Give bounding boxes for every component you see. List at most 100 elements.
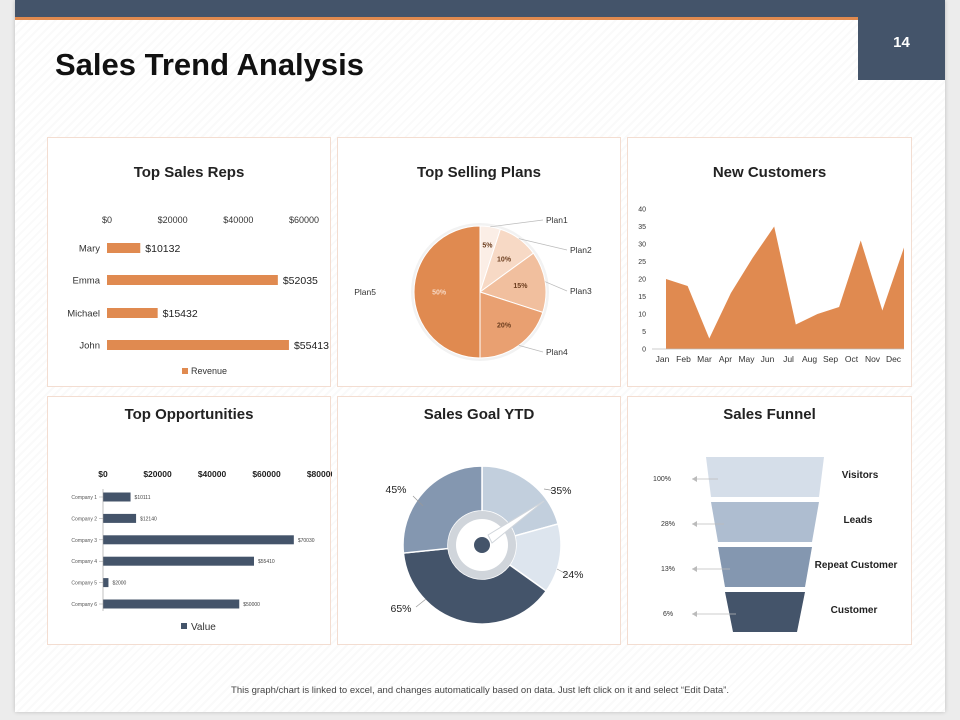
leader-line — [490, 219, 544, 228]
stage-label: Visitors — [842, 470, 879, 481]
slide: 14 Sales Trend Analysis Top Sales Reps $… — [15, 0, 945, 712]
y-tick-label: 30 — [638, 242, 646, 249]
bar — [103, 599, 240, 609]
funnel-stage — [725, 592, 805, 632]
y-tick-label: 40 — [638, 207, 646, 214]
legend-label: Value — [191, 622, 216, 633]
top-selling-plans-chart: 5% Plan1 10% Plan2 15% Plan3 20% Plan4 50% Plan5 — [354, 215, 592, 361]
new-customers-chart: 0 5 10 15 20 25 30 35 40 Jan Feb Mar Apr May Jun Jul Aug… — [638, 207, 904, 364]
gauge-needle — [487, 500, 545, 544]
x-tick-label: Oct — [845, 354, 859, 364]
category-label: Emma — [73, 276, 101, 287]
data-label: 100% — [653, 476, 671, 483]
category-label: Company 5 — [71, 581, 97, 587]
chart-title: Top Selling Plans — [417, 164, 541, 181]
card-top-sales-reps: Top Sales Reps $0 $20000 $40000 $60000 Mary $… — [47, 137, 331, 387]
stage-label: Customer — [831, 605, 878, 616]
sales-goal-ytd-chart: 35% 24% 65% 45% — [385, 465, 584, 625]
category-label: John — [79, 341, 100, 352]
y-tick-label: 35 — [638, 224, 646, 231]
data-label: $70030 — [298, 538, 315, 544]
footnote: This graph/chart is linked to excel, and… — [231, 685, 729, 696]
pie-slice — [478, 252, 547, 314]
bar — [103, 492, 131, 502]
y-tick-label: 5 — [642, 329, 646, 336]
chart-title: Sales Funnel — [723, 406, 816, 423]
stage-label: Repeat Customer — [815, 560, 898, 571]
leader-arrow — [692, 611, 697, 617]
funnel-stage — [711, 502, 819, 542]
page-title: Sales Trend Analysis — [55, 47, 365, 82]
card-sales-funnel: Sales Funnel Visitors 100% Leads 28% Repeat … — [627, 396, 912, 645]
x-tick-label: $20000 — [143, 469, 172, 479]
data-label: $52035 — [283, 275, 318, 287]
pie-label: Plan4 — [546, 347, 568, 357]
chart-title: Top Opportunities — [124, 406, 254, 423]
card-top-opportunities: Top Opportunities $0 $20000 $40000 $60000 $8… — [47, 396, 332, 645]
y-tick-label: 20 — [638, 277, 646, 284]
data-label: $10132 — [145, 243, 180, 255]
bar — [107, 340, 289, 350]
area-series — [666, 226, 904, 349]
data-label: 45% — [385, 484, 406, 496]
x-tick-label: $20000 — [158, 215, 188, 225]
data-label: $55413 — [294, 340, 329, 352]
data-label: $12140 — [140, 516, 157, 522]
category-label: Company 1 — [71, 495, 97, 501]
pie-label: Plan1 — [546, 215, 568, 225]
x-tick-label: $40000 — [198, 469, 227, 479]
bar — [103, 556, 254, 566]
pie-slice — [479, 291, 544, 359]
legend-swatch — [181, 623, 187, 629]
leader-line — [518, 345, 544, 353]
chart-title: Top Sales Reps — [133, 164, 245, 181]
pie-slice — [413, 225, 481, 359]
data-label: $50000 — [243, 602, 260, 608]
page-number: 14 — [893, 34, 910, 51]
category-label: Company 6 — [71, 602, 97, 608]
x-tick-label: Jun — [761, 354, 775, 364]
legend-swatch — [182, 368, 188, 374]
bar — [103, 535, 294, 545]
x-tick-label: Feb — [676, 354, 691, 364]
leader-line — [556, 568, 569, 576]
x-tick-label: $0 — [98, 469, 108, 479]
top-opportunities-chart: $0 $20000 $40000 $60000 $80000 Company 1 $1011… — [71, 469, 332, 633]
data-label: $15432 — [163, 308, 198, 320]
sales-funnel-chart: Visitors 100% Leads 28% Repeat Customer 13% Cu… — [653, 457, 898, 632]
data-label: $55410 — [258, 559, 275, 565]
card-sales-goal-ytd: Sales Goal YTD 35% 24% 65% 45% — [337, 396, 621, 645]
data-label: 65% — [390, 603, 411, 615]
data-label: 50% — [432, 290, 447, 297]
category-label: Mary — [79, 244, 100, 255]
data-label: $2000 — [112, 581, 126, 587]
x-tick-label: Nov — [865, 354, 881, 364]
x-tick-label: $60000 — [252, 469, 281, 479]
chart-title: Sales Goal YTD — [423, 406, 535, 423]
x-tick-label: $40000 — [223, 215, 253, 225]
leader-line — [543, 488, 557, 492]
pie-label: Plan5 — [354, 287, 376, 297]
data-label: 15% — [513, 283, 528, 290]
data-label: 20% — [497, 323, 512, 330]
bar — [103, 578, 109, 588]
leader-arrow — [692, 521, 697, 527]
y-tick-label: 25 — [638, 259, 646, 266]
data-label: 6% — [663, 611, 673, 618]
page-number-badge: 14 — [858, 0, 945, 80]
x-tick-label: Mar — [697, 354, 712, 364]
data-label: 5% — [482, 243, 493, 250]
x-tick-label: $80000 — [307, 469, 332, 479]
gauge-center-dot — [474, 537, 490, 553]
leader-arrow — [692, 476, 697, 482]
x-tick-label: Apr — [719, 354, 732, 364]
stage-label: Leads — [844, 515, 873, 526]
category-label: Company 4 — [71, 559, 97, 565]
x-tick-label: $0 — [102, 215, 112, 225]
y-tick-label: 15 — [638, 294, 646, 301]
data-label: 13% — [661, 566, 675, 573]
card-new-customers: New Customers 0 5 10 15 20 25 30 35 40 Jan Feb Mar A… — [627, 137, 912, 387]
leader-line — [545, 281, 568, 292]
data-label: 35% — [550, 485, 571, 497]
x-tick-label: $60000 — [289, 215, 319, 225]
